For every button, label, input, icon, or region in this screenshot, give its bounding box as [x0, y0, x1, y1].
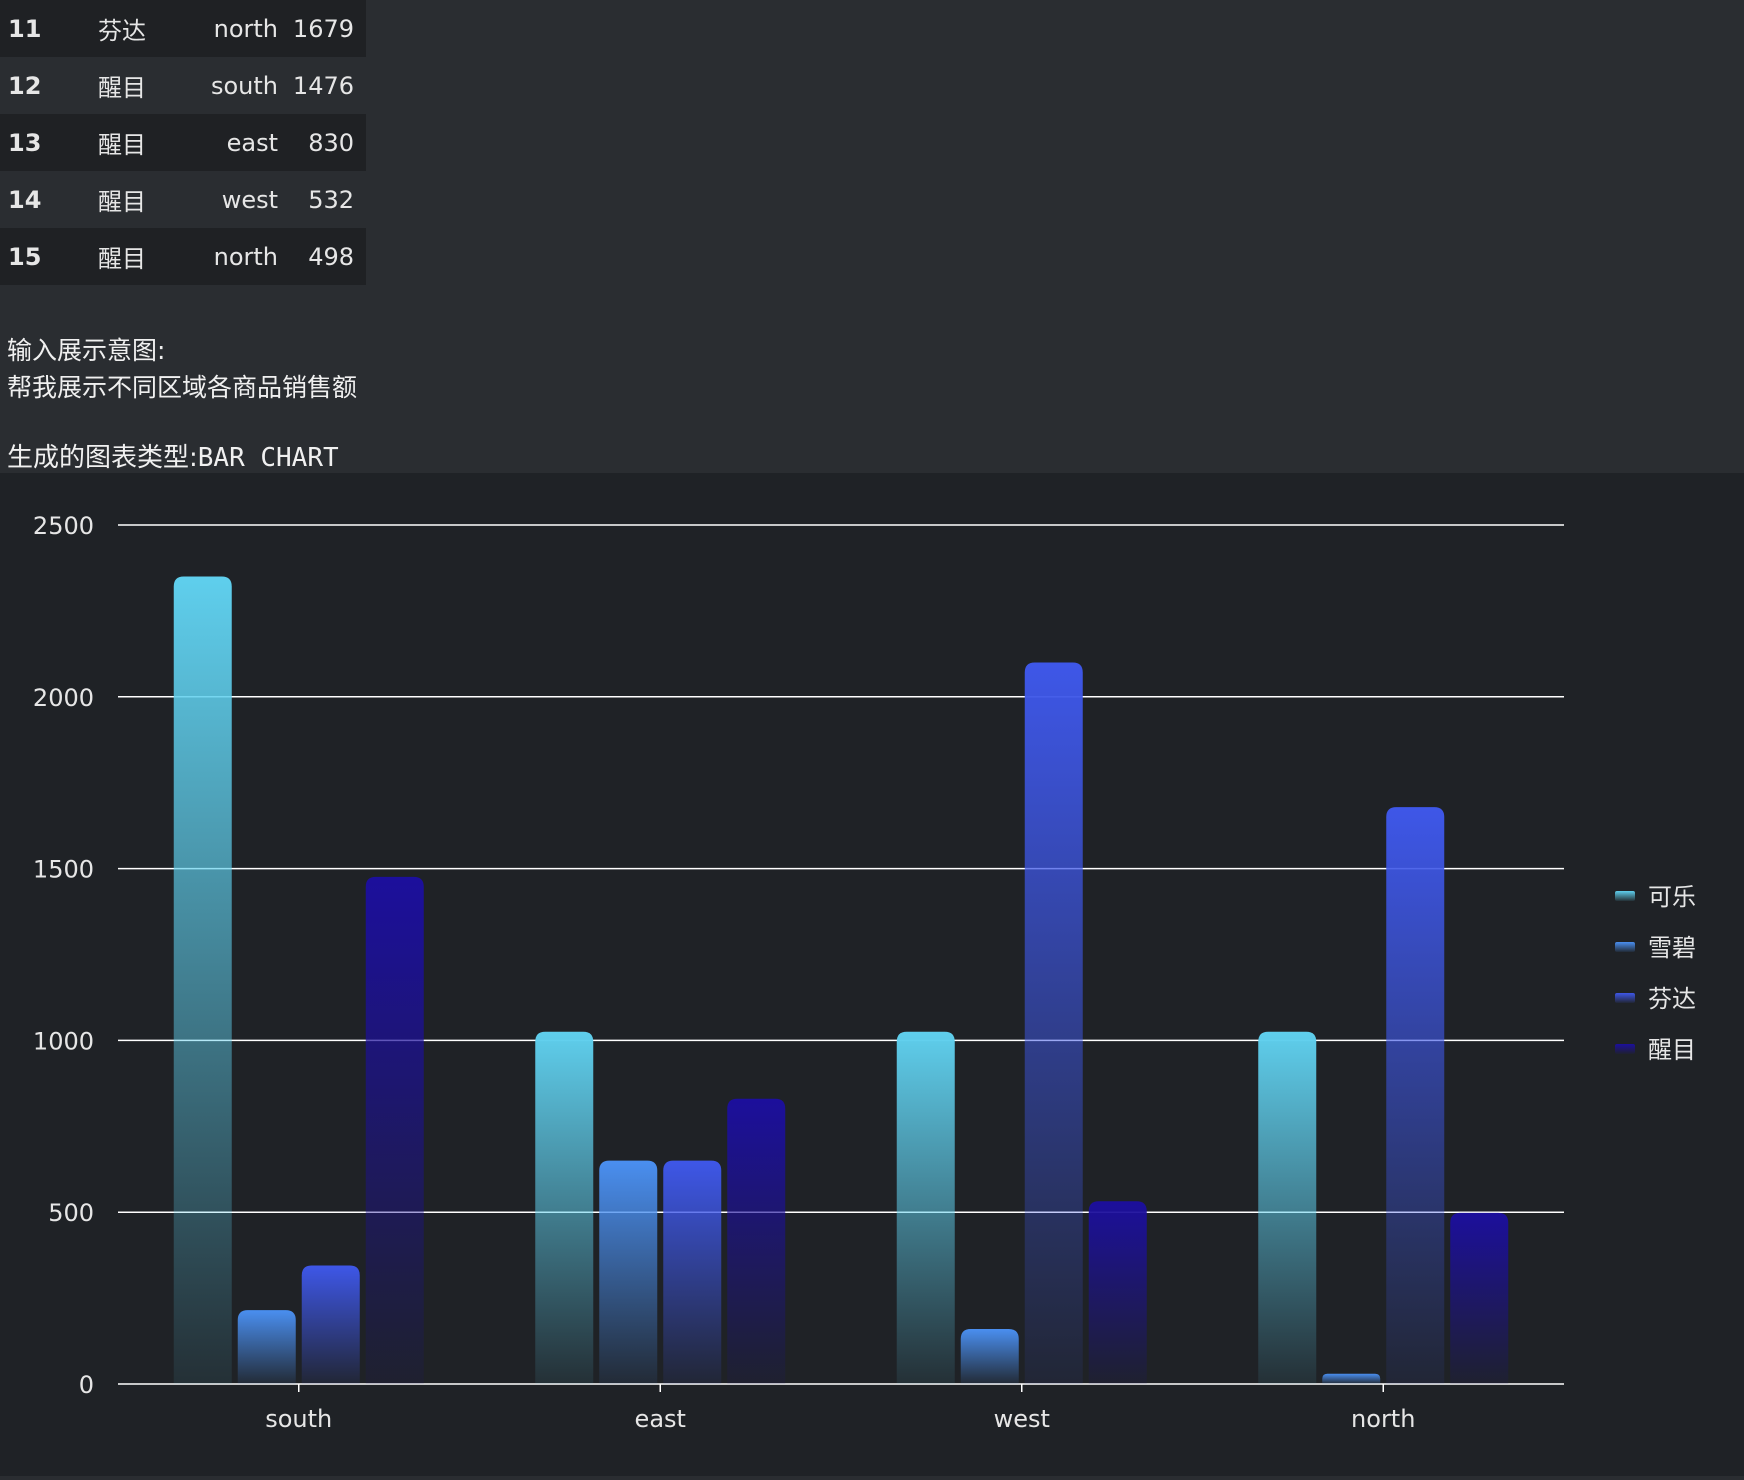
row-region: west [221, 185, 278, 214]
y-tick-label: 2500 [33, 512, 94, 540]
bar-west-1[interactable] [960, 1329, 1019, 1384]
legend-label[interactable]: 芬达 [1648, 985, 1696, 1013]
row-value: 498 [308, 242, 354, 271]
data-table: 11 芬达 north 1679 12 醒目 south 1476 13 醒目 east 830 14 醒… [0, 0, 366, 285]
chart-type-line: 生成的图表类型:BAR CHART [7, 437, 339, 474]
intent-block: 输入展示意图: 帮我展示不同区域各商品销售额 [7, 332, 357, 406]
x-tick-label: south [265, 1405, 332, 1433]
intent-label: 输入展示意图: [7, 336, 166, 365]
row-region: east [226, 128, 278, 157]
y-tick-label: 1000 [33, 1027, 94, 1055]
bar-west-0[interactable] [896, 1031, 955, 1384]
row-product: 醒目 [98, 245, 146, 273]
bar-south-3[interactable] [365, 876, 424, 1384]
bar-east-2[interactable] [663, 1160, 722, 1384]
table-row: 12 醒目 south 1476 [0, 57, 366, 114]
bar-east-1[interactable] [599, 1160, 658, 1384]
y-tick-label: 1500 [33, 856, 94, 884]
bar-west-2[interactable] [1024, 662, 1083, 1384]
row-product: 醒目 [98, 188, 146, 216]
bar-south-2[interactable] [301, 1265, 360, 1384]
row-value: 1679 [292, 14, 354, 43]
x-tick-label: east [635, 1405, 686, 1433]
bar-north-1[interactable] [1322, 1373, 1381, 1384]
chart-type-label: 生成的图表类型: [7, 443, 198, 473]
table-row: 14 醒目 west 532 [0, 171, 366, 228]
intent-text: 帮我展示不同区域各商品销售额 [7, 373, 358, 402]
row-value: 1476 [292, 71, 354, 100]
row-region: north [213, 242, 278, 271]
row-index: 12 [8, 71, 42, 100]
legend-swatch [1615, 1044, 1635, 1054]
bar-north-0[interactable] [1258, 1031, 1317, 1384]
legend-swatch [1615, 891, 1635, 901]
row-region: north [213, 14, 278, 43]
legend-label[interactable]: 雪碧 [1648, 934, 1696, 962]
y-tick-label: 0 [79, 1371, 94, 1399]
row-index: 14 [8, 185, 42, 214]
table-row: 15 醒目 north 498 [0, 228, 366, 285]
row-value: 830 [308, 128, 354, 157]
y-tick-label: 500 [48, 1199, 94, 1227]
row-product: 醒目 [98, 74, 146, 102]
legend-swatch [1615, 942, 1635, 952]
x-tick-label: west [994, 1405, 1050, 1433]
table-row: 13 醒目 east 830 [0, 114, 366, 171]
chart-type-value: BAR CHART [197, 443, 339, 473]
bar-chart: 0 500 1000 1500 2000 2500 south east west north 可… [33, 512, 1696, 1433]
bar-north-3[interactable] [1450, 1212, 1509, 1384]
row-product: 芬达 [98, 17, 146, 45]
bar-east-0[interactable] [535, 1031, 594, 1384]
y-tick-label: 2000 [33, 684, 94, 712]
legend-label[interactable]: 可乐 [1648, 883, 1696, 911]
bar-west-3[interactable] [1088, 1201, 1147, 1384]
bar-east-3[interactable] [727, 1098, 786, 1384]
row-index: 11 [8, 14, 42, 43]
legend-label[interactable]: 醒目 [1648, 1036, 1696, 1064]
bar-north-2[interactable] [1386, 807, 1445, 1384]
bar-south-0[interactable] [173, 576, 232, 1384]
bar-south-1[interactable] [237, 1310, 296, 1384]
x-tick-label: north [1351, 1405, 1415, 1433]
legend-swatch [1615, 993, 1635, 1003]
row-region: south [210, 71, 278, 100]
table-row: 11 芬达 north 1679 [0, 0, 366, 57]
row-product: 醒目 [98, 131, 146, 159]
row-index: 13 [8, 128, 42, 157]
row-index: 15 [8, 242, 42, 271]
chart-area: 0 500 1000 1500 2000 2500 south east west north 可… [0, 473, 1744, 1476]
row-value: 532 [308, 185, 354, 214]
